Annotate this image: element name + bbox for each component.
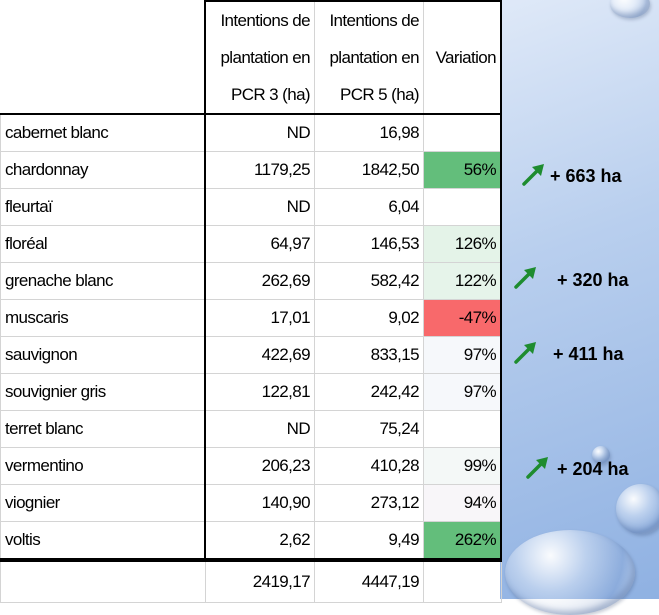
table-row: viognier 140,90 273,12 94% — [0, 484, 502, 522]
cultivar-name-cell: cabernet blanc — [0, 113, 206, 152]
totals-label-cell — [0, 559, 206, 603]
cultivar-name-cell: fleurtaï — [0, 188, 206, 226]
table-row: fleurtaï ND 6,04 — [0, 188, 502, 226]
table-row: souvignier gris 122,81 242,42 97% — [0, 373, 502, 411]
variation-cell: 99% — [423, 447, 502, 485]
pcr5-total-cell: 4447,19 — [314, 559, 424, 603]
pcr3-value-cell: 64,97 — [204, 225, 315, 263]
table-row: floréal 64,97 146,53 126% — [0, 225, 502, 263]
variation-cell: 94% — [423, 484, 502, 522]
header-pcr3: Intentions de plantation en PCR 3 (ha) — [204, 0, 315, 115]
pcr5-value-cell: 9,02 — [314, 299, 424, 337]
table-row: cabernet blanc ND 16,98 — [0, 113, 502, 152]
pcr3-total-cell: 2419,17 — [204, 559, 315, 603]
arrow-up-right-icon — [514, 267, 536, 289]
cultivar-name-cell: floréal — [0, 225, 206, 263]
pcr3-value-cell: 140,90 — [204, 484, 315, 522]
variation-cell: 262% — [423, 521, 502, 562]
pcr3-value-cell: 17,01 — [204, 299, 315, 337]
pcr3-value-cell: 122,81 — [204, 373, 315, 411]
variation-cell: 122% — [423, 262, 502, 300]
totals-row: 2419,17 4447,19 — [0, 559, 502, 603]
variation-cell: 56% — [423, 151, 502, 189]
increase-label: + 204 ha — [557, 459, 629, 479]
plantation-table: Intentions de plantation en PCR 3 (ha) I… — [0, 0, 502, 603]
pcr5-value-cell: 6,04 — [314, 188, 424, 226]
pcr3-value-cell: 262,69 — [204, 262, 315, 300]
cultivar-name-cell: chardonnay — [0, 151, 206, 189]
variation-total-cell — [423, 559, 502, 603]
cultivar-name-cell: terret blanc — [0, 410, 206, 448]
table-header-row: Intentions de plantation en PCR 3 (ha) I… — [0, 0, 502, 115]
cultivar-name-cell: vermentino — [0, 447, 206, 485]
cultivar-name-cell: sauvignon — [0, 336, 206, 374]
table-row: chardonnay 1179,25 1842,50 56% — [0, 151, 502, 189]
cultivar-name-cell: souvignier gris — [0, 373, 206, 411]
water-drop-decoration — [505, 530, 635, 615]
cultivar-name-cell: viognier — [0, 484, 206, 522]
variation-cell — [423, 188, 502, 226]
variation-cell: -47% — [423, 299, 502, 337]
header-variation: Variation — [423, 0, 502, 115]
increase-label: + 320 ha — [557, 270, 629, 290]
cultivar-name-cell: grenache blanc — [0, 262, 206, 300]
header-pcr5: Intentions de plantation en PCR 5 (ha) — [314, 0, 424, 115]
cultivar-name-cell: muscaris — [0, 299, 206, 337]
pcr5-value-cell: 582,42 — [314, 262, 424, 300]
pcr5-value-cell: 273,12 — [314, 484, 424, 522]
variation-cell — [423, 410, 502, 448]
water-drop-decoration — [616, 484, 659, 534]
variation-cell: 126% — [423, 225, 502, 263]
cultivar-name-cell: voltis — [0, 521, 206, 562]
pcr5-value-cell: 146,53 — [314, 225, 424, 263]
pcr5-value-cell: 75,24 — [314, 410, 424, 448]
pcr5-value-cell: 833,15 — [314, 336, 424, 374]
water-drop-decoration — [610, 0, 650, 18]
pcr5-value-cell: 242,42 — [314, 373, 424, 411]
table-row: voltis 2,62 9,49 262% — [0, 521, 502, 562]
arrow-up-right-icon — [522, 164, 544, 186]
pcr5-value-cell: 410,28 — [314, 447, 424, 485]
pcr3-value-cell: 206,23 — [204, 447, 315, 485]
pcr3-value-cell: ND — [204, 188, 315, 226]
table-row: grenache blanc 262,69 582,42 122% — [0, 262, 502, 300]
pcr5-value-cell: 16,98 — [314, 113, 424, 152]
table-row: sauvignon 422,69 833,15 97% — [0, 336, 502, 374]
pcr5-value-cell: 1842,50 — [314, 151, 424, 189]
variation-cell: 97% — [423, 336, 502, 374]
pcr5-value-cell: 9,49 — [314, 521, 424, 562]
table-row: terret blanc ND 75,24 — [0, 410, 502, 448]
header-empty — [0, 1, 206, 115]
variation-cell: 97% — [423, 373, 502, 411]
pcr3-value-cell: ND — [204, 410, 315, 448]
pcr3-value-cell: 1179,25 — [204, 151, 315, 189]
pcr3-value-cell: 2,62 — [204, 521, 315, 562]
pcr3-value-cell: ND — [204, 113, 315, 152]
water-drop-decoration — [592, 446, 610, 464]
table-row: muscaris 17,01 9,02 -47% — [0, 299, 502, 337]
arrow-up-right-icon — [514, 342, 536, 364]
arrow-up-right-icon — [526, 457, 548, 479]
variation-cell — [423, 113, 502, 152]
increase-label: + 411 ha — [553, 344, 624, 364]
increase-label: + 663 ha — [550, 166, 622, 186]
pcr3-value-cell: 422,69 — [204, 336, 315, 374]
table-row: vermentino 206,23 410,28 99% — [0, 447, 502, 485]
